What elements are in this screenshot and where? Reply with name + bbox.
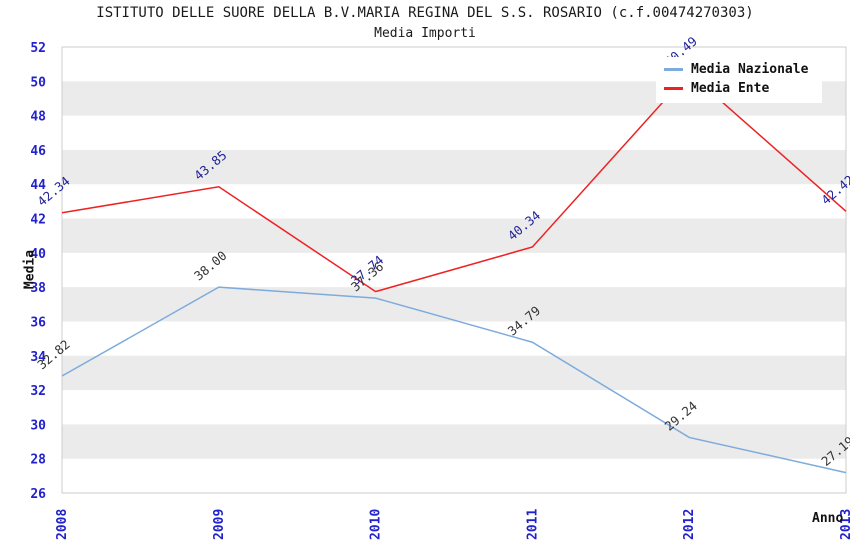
x-tick-label: 2011 [525,509,540,540]
y-tick-label: 30 [30,418,46,433]
chart-subtitle: Media Importi [374,26,476,41]
chart-legend: Media Nazionale Media Ente [656,57,822,103]
legend-label: Media Nazionale [691,62,809,77]
x-tick-label: 2012 [682,509,697,540]
plot-band [62,287,846,322]
y-tick-label: 46 [30,144,46,159]
y-tick-label: 36 [30,315,46,330]
y-tick-label: 26 [30,487,46,502]
x-tick-label: 2008 [55,509,70,540]
x-axis-title: Anno [812,511,844,526]
y-axis-title: Media [22,249,38,290]
y-tick-label: 52 [30,41,46,56]
y-tick-label: 32 [30,384,46,399]
x-tick-label: 2013 [839,509,850,540]
y-tick-label: 38 [30,281,46,296]
x-tick-label: 2010 [369,509,384,540]
y-tick-label: 28 [30,453,46,468]
data-label: 38.00 [191,248,229,284]
plot-band [62,149,846,185]
x-tick-label: 2009 [212,509,227,540]
legend-label: Media Ente [691,81,770,96]
legend-item-media-ente: Media Ente [664,79,822,98]
legend-swatch-media-nazionale [664,68,683,71]
plot-band [62,218,846,253]
series-line-media-nazionale [61,286,847,474]
legend-item-media-nazionale: Media Nazionale [664,60,822,79]
y-tick-label: 48 [30,110,46,125]
plot-band [62,424,846,459]
y-tick-label: 50 [30,75,46,90]
legend-swatch-media-ente [664,87,683,90]
y-tick-label: 42 [30,213,46,228]
plot-border [61,46,847,494]
y-tick-label: 44 [30,178,46,193]
y-tick-label: 40 [30,247,46,262]
plot-band [62,355,846,391]
y-tick-label: 34 [30,350,46,365]
chart-title: ISTITUTO DELLE SUORE DELLA B.V.MARIA REG… [96,5,754,21]
